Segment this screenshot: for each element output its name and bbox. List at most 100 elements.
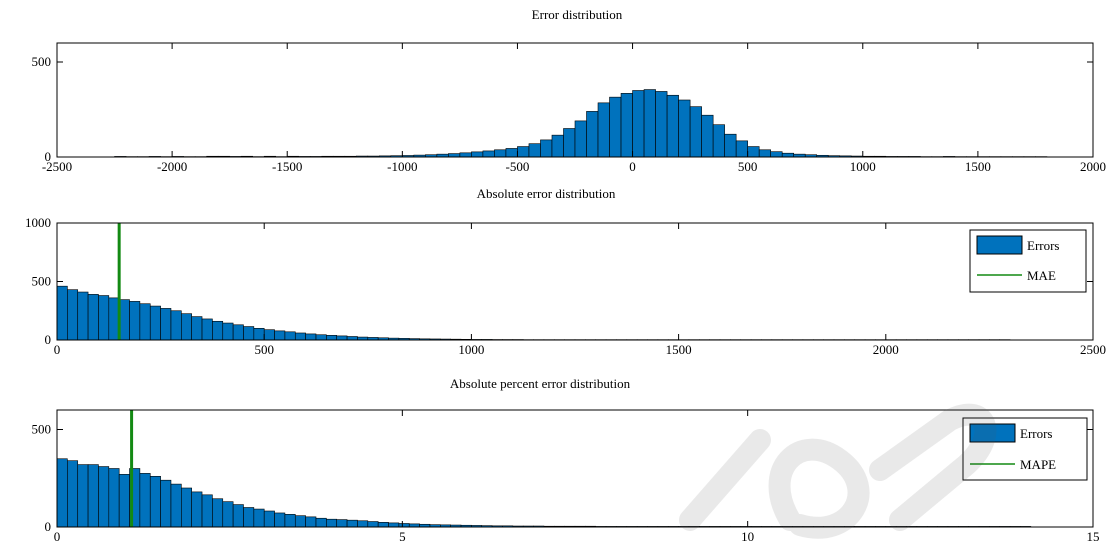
histogram-bar (243, 507, 255, 528)
histogram-bar (494, 149, 507, 158)
histogram-bar (87, 464, 99, 528)
x-tick-label: -2500 (42, 159, 72, 174)
histogram-bar (212, 498, 224, 528)
x-tick-label: 0 (629, 159, 636, 174)
x-tick-label: 5 (399, 529, 406, 544)
histogram-bar (758, 149, 771, 158)
histogram-bar (574, 120, 587, 158)
error-distribution-yticks: 0 500 (32, 54, 1093, 164)
histogram-bar (139, 473, 151, 528)
legend-errors-label: Errors (1020, 426, 1053, 441)
error-distribution-axes (56, 42, 1094, 158)
histogram-bar (563, 128, 576, 158)
histogram-bar (505, 148, 518, 158)
histogram-bar (528, 143, 541, 158)
y-tick-label: 500 (32, 422, 52, 437)
x-tick-label: 2500 (1080, 342, 1106, 357)
histogram-bar (56, 285, 68, 341)
histogram-bar (139, 303, 151, 341)
x-tick-label: -1500 (272, 159, 302, 174)
histogram-bar (87, 294, 99, 341)
absolute-percent-error-distribution-bars (56, 458, 1032, 528)
histogram-bar (540, 139, 553, 158)
histogram-bar (284, 514, 296, 528)
histogram-bar (108, 468, 120, 528)
y-tick-label: 0 (45, 149, 52, 164)
histogram-bar (781, 152, 795, 158)
error-distribution-bars (114, 89, 1048, 158)
x-tick-label: 500 (254, 342, 274, 357)
histogram-bar (191, 316, 203, 341)
histogram-bar (336, 335, 348, 341)
histogram-bar (67, 460, 79, 528)
histogram-bar (274, 330, 286, 341)
histogram-bar (620, 93, 633, 158)
x-tick-label: -500 (506, 159, 530, 174)
legend-mape-label: MAPE (1020, 457, 1056, 472)
histogram-bar (160, 479, 172, 528)
y-tick-label: 500 (32, 54, 52, 69)
y-tick-label: 0 (45, 519, 52, 534)
histogram-bar (191, 491, 203, 528)
x-tick-label: 500 (738, 159, 758, 174)
absolute-percent-error-distribution-xticks: 0 5 10 15 (54, 410, 1100, 544)
histogram-bar (471, 151, 484, 158)
histogram-bar (56, 458, 68, 528)
histogram-bar (597, 102, 610, 158)
histogram-bar (326, 335, 338, 341)
histogram-bar (77, 464, 89, 528)
x-tick-label: 2000 (1080, 159, 1106, 174)
histogram-bar (326, 518, 338, 528)
legend-errors-swatch (969, 423, 1016, 443)
absolute-percent-error-distribution-title: Absolute percent error distribution (450, 376, 631, 391)
histogram-bar (377, 522, 389, 528)
histogram-bar (232, 504, 244, 528)
histogram-bar (712, 124, 725, 158)
absolute-percent-error-distribution-panel: Absolute percent error distribution 0 5 10… (32, 376, 1100, 544)
absolute-error-distribution-yticks: 0 500 1000 (25, 215, 1093, 347)
histogram-bar (678, 99, 691, 158)
x-tick-label: 1500 (666, 342, 692, 357)
histogram-bar (747, 146, 760, 158)
histogram-bar (232, 324, 244, 341)
x-tick-label: -2000 (157, 159, 187, 174)
histogram-bar (212, 320, 224, 341)
y-tick-label: 0 (45, 332, 52, 347)
histogram-bar (222, 501, 234, 528)
histogram-bar (305, 333, 317, 341)
histogram-bar (274, 512, 286, 528)
histogram-bar (586, 111, 599, 158)
x-tick-label: 1500 (965, 159, 991, 174)
histogram-bar (315, 334, 327, 341)
histogram-bar (160, 308, 172, 341)
histogram-bar (263, 329, 275, 341)
histogram-bar (181, 313, 192, 341)
histogram-bar (222, 322, 234, 341)
absolute-error-distribution-bars (56, 285, 1011, 341)
error-distribution-xticks: -2500 -2000 -1500 -1000 -500 0 500 1000 1500 2000 (42, 43, 1106, 174)
histogram-bar (315, 517, 327, 528)
histogram-bar (459, 152, 472, 158)
absolute-percent-error-distribution-yticks: 0 500 (32, 422, 1093, 534)
legend-mae-label: MAE (1027, 268, 1056, 283)
absolute-error-distribution-title: Absolute error distribution (477, 186, 616, 201)
absolute-percent-error-legend: Errors MAPE (962, 417, 1088, 481)
histogram-bar (253, 508, 265, 528)
y-tick-label: 1000 (25, 215, 51, 230)
histogram-bar (181, 487, 192, 528)
histogram-bar (336, 519, 348, 528)
histogram-bar (388, 522, 400, 528)
histogram-bar (118, 299, 130, 341)
histogram-bar (701, 114, 714, 158)
histogram-bar (98, 466, 110, 528)
x-tick-label: 10 (741, 529, 754, 544)
x-tick-label: 0 (54, 529, 61, 544)
x-tick-label: 2000 (873, 342, 899, 357)
absolute-error-legend: Errors MAE (969, 229, 1087, 293)
histogram-bar (253, 327, 265, 341)
y-tick-label: 500 (32, 274, 52, 289)
histogram-bar (448, 153, 461, 158)
histogram-bar (305, 516, 317, 528)
histogram-bar (770, 151, 783, 158)
